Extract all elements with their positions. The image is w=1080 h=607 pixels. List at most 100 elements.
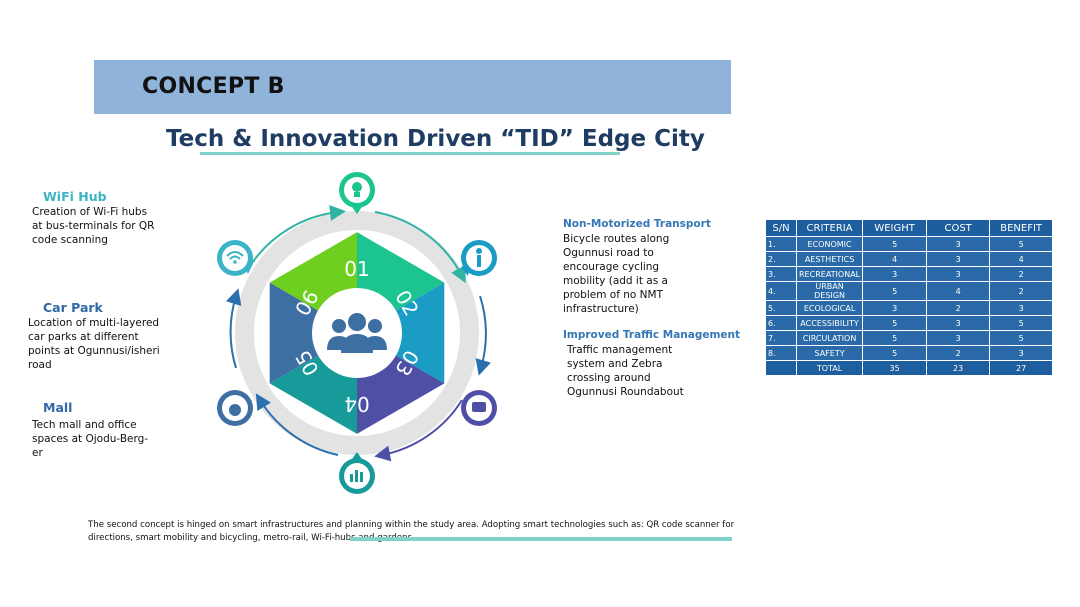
concept-title: CONCEPT B bbox=[142, 74, 285, 99]
page-subtitle: Tech & Innovation Driven “TID” Edge City bbox=[166, 126, 705, 152]
cell-criteria: ECOLOGICAL bbox=[795, 300, 864, 316]
cell-cost: 2 bbox=[926, 345, 991, 361]
concept-wheel: 01 02 03 04 05 06 bbox=[217, 172, 497, 494]
cell-criteria: ACCESSIBILITY bbox=[795, 315, 864, 331]
car-park-text: Location of multi-layered car parks at d… bbox=[28, 316, 160, 372]
table-total-row: TOTAL 35 23 27 bbox=[765, 360, 1054, 376]
footer-underline bbox=[350, 537, 732, 541]
car-park-line: points at Ogunnusi/isheri bbox=[28, 345, 160, 357]
cell-sn bbox=[765, 360, 797, 376]
cell-weight: 4 bbox=[862, 251, 928, 267]
car-park-line: Location of multi-layered bbox=[28, 317, 160, 329]
criteria-table: S/N CRITERIA WEIGHT COST BENEFIT 1. ECON… bbox=[765, 219, 1054, 376]
wifi-hub-line: Creation of Wi-Fi hubs bbox=[32, 206, 148, 218]
chart-icon bbox=[339, 452, 375, 494]
nmt-line: problem of no NMT bbox=[563, 289, 663, 301]
cell-total-label: TOTAL bbox=[795, 360, 864, 376]
nmt-line: encourage cycling bbox=[563, 261, 660, 273]
cell-total-benefit: 27 bbox=[989, 360, 1054, 376]
car-park-line: car parks at different bbox=[28, 331, 139, 343]
cell-cost: 2 bbox=[926, 300, 991, 316]
header-benefit: BENEFIT bbox=[989, 219, 1054, 237]
table-row: 2. AESTHETICS 4 3 4 bbox=[765, 251, 1054, 267]
cell-benefit: 5 bbox=[989, 315, 1054, 331]
header-cost: COST bbox=[926, 219, 991, 237]
mall-text: Tech mall and office spaces at Ojodu-Ber… bbox=[32, 418, 148, 460]
lightbulb-icon bbox=[339, 172, 375, 214]
cell-benefit: 5 bbox=[989, 236, 1054, 252]
arrow-02-03 bbox=[475, 295, 491, 376]
table-row: 5. ECOLOGICAL 3 2 3 bbox=[765, 300, 1054, 316]
cell-sn: 4. bbox=[765, 281, 797, 301]
table-row: 4. URBAN DESIGN 5 4 2 bbox=[765, 281, 1054, 301]
cell-weight: 5 bbox=[862, 315, 928, 331]
arrow-04-05 bbox=[255, 393, 339, 456]
traffic-line: crossing around bbox=[567, 372, 651, 384]
cell-benefit: 3 bbox=[989, 300, 1054, 316]
traffic-line: Ogunnusi Roundabout bbox=[567, 386, 684, 398]
nmt-line: infrastructure) bbox=[563, 303, 639, 315]
arrow-06-01 bbox=[249, 204, 346, 267]
cell-weight: 3 bbox=[862, 266, 928, 282]
subtitle-underline bbox=[200, 152, 620, 155]
mall-line: er bbox=[32, 447, 43, 459]
table-row: 8. SAFETY 5 2 3 bbox=[765, 345, 1054, 361]
segment-label-04: 04 bbox=[344, 392, 369, 416]
cell-total-cost: 23 bbox=[926, 360, 991, 376]
table-header-row: S/N CRITERIA WEIGHT COST BENEFIT bbox=[765, 219, 1054, 237]
mall-line: Tech mall and office bbox=[32, 419, 137, 431]
arrow-03-04 bbox=[374, 399, 463, 462]
cell-benefit: 4 bbox=[989, 251, 1054, 267]
cell-cost: 3 bbox=[926, 330, 991, 346]
header-criteria: CRITERIA bbox=[795, 219, 864, 237]
car-park-title: Car Park bbox=[43, 300, 103, 315]
table-row: 3. RECREATIONAL 3 3 2 bbox=[765, 266, 1054, 282]
mall-title: Mall bbox=[43, 400, 73, 415]
wifi-icon bbox=[217, 240, 253, 276]
nmt-line: Ogunnusi road to bbox=[563, 247, 654, 259]
cell-cost: 3 bbox=[926, 315, 991, 331]
mall-line: spaces at Ojodu-Berg- bbox=[32, 433, 149, 445]
traffic-line: Traffic management bbox=[567, 344, 673, 356]
traffic-title: Improved Traffic Management bbox=[563, 329, 741, 341]
nmt-line: mobility (add it as a bbox=[563, 275, 668, 287]
cell-criteria: ECONOMIC bbox=[795, 236, 864, 252]
cell-weight: 5 bbox=[862, 345, 928, 361]
traffic-line: system and Zebra bbox=[567, 358, 663, 370]
table-row: 6. ACCESSIBILITY 5 3 5 bbox=[765, 315, 1054, 331]
arrow-01-02 bbox=[374, 211, 466, 284]
cell-criteria: RECREATIONAL bbox=[795, 266, 864, 282]
car-park-line: road bbox=[28, 359, 52, 371]
traffic-icon bbox=[461, 390, 497, 426]
cell-cost: 3 bbox=[926, 236, 991, 252]
cell-benefit: 3 bbox=[989, 345, 1054, 361]
cell-sn: 2. bbox=[765, 251, 797, 267]
cell-benefit: 2 bbox=[989, 281, 1054, 301]
cell-sn: 7. bbox=[765, 330, 797, 346]
cell-sn: 3. bbox=[765, 266, 797, 282]
header-sn: S/N bbox=[765, 219, 797, 237]
nmt-line: Bicycle routes along bbox=[563, 233, 670, 245]
cell-benefit: 2 bbox=[989, 266, 1054, 282]
cell-sn: 5. bbox=[765, 300, 797, 316]
cell-benefit: 5 bbox=[989, 330, 1054, 346]
cell-weight: 5 bbox=[862, 236, 928, 252]
cell-sn: 8. bbox=[765, 345, 797, 361]
cell-sn: 6. bbox=[765, 315, 797, 331]
footer-description: The second concept is hinged on smart in… bbox=[88, 520, 735, 543]
table-row: 7. CIRCULATION 5 3 5 bbox=[765, 330, 1054, 346]
cell-criteria: AESTHETICS bbox=[795, 251, 864, 267]
cell-criteria: SAFETY bbox=[795, 345, 864, 361]
cell-cost: 4 bbox=[926, 281, 991, 301]
cell-cost: 3 bbox=[926, 251, 991, 267]
cell-sn: 1. bbox=[765, 236, 797, 252]
nmt-title: Non-Motorized Transport bbox=[563, 218, 711, 230]
cell-cost: 3 bbox=[926, 266, 991, 282]
wifi-hub-line: at bus-terminals for QR bbox=[32, 220, 155, 232]
arrow-05-06 bbox=[225, 288, 242, 369]
cell-weight: 5 bbox=[862, 281, 928, 301]
center-circle bbox=[312, 288, 402, 378]
cell-criteria: CIRCULATION bbox=[795, 330, 864, 346]
traffic-text: Traffic management system and Zebra cros… bbox=[567, 343, 684, 399]
concept-banner: CONCEPT B bbox=[94, 60, 731, 114]
